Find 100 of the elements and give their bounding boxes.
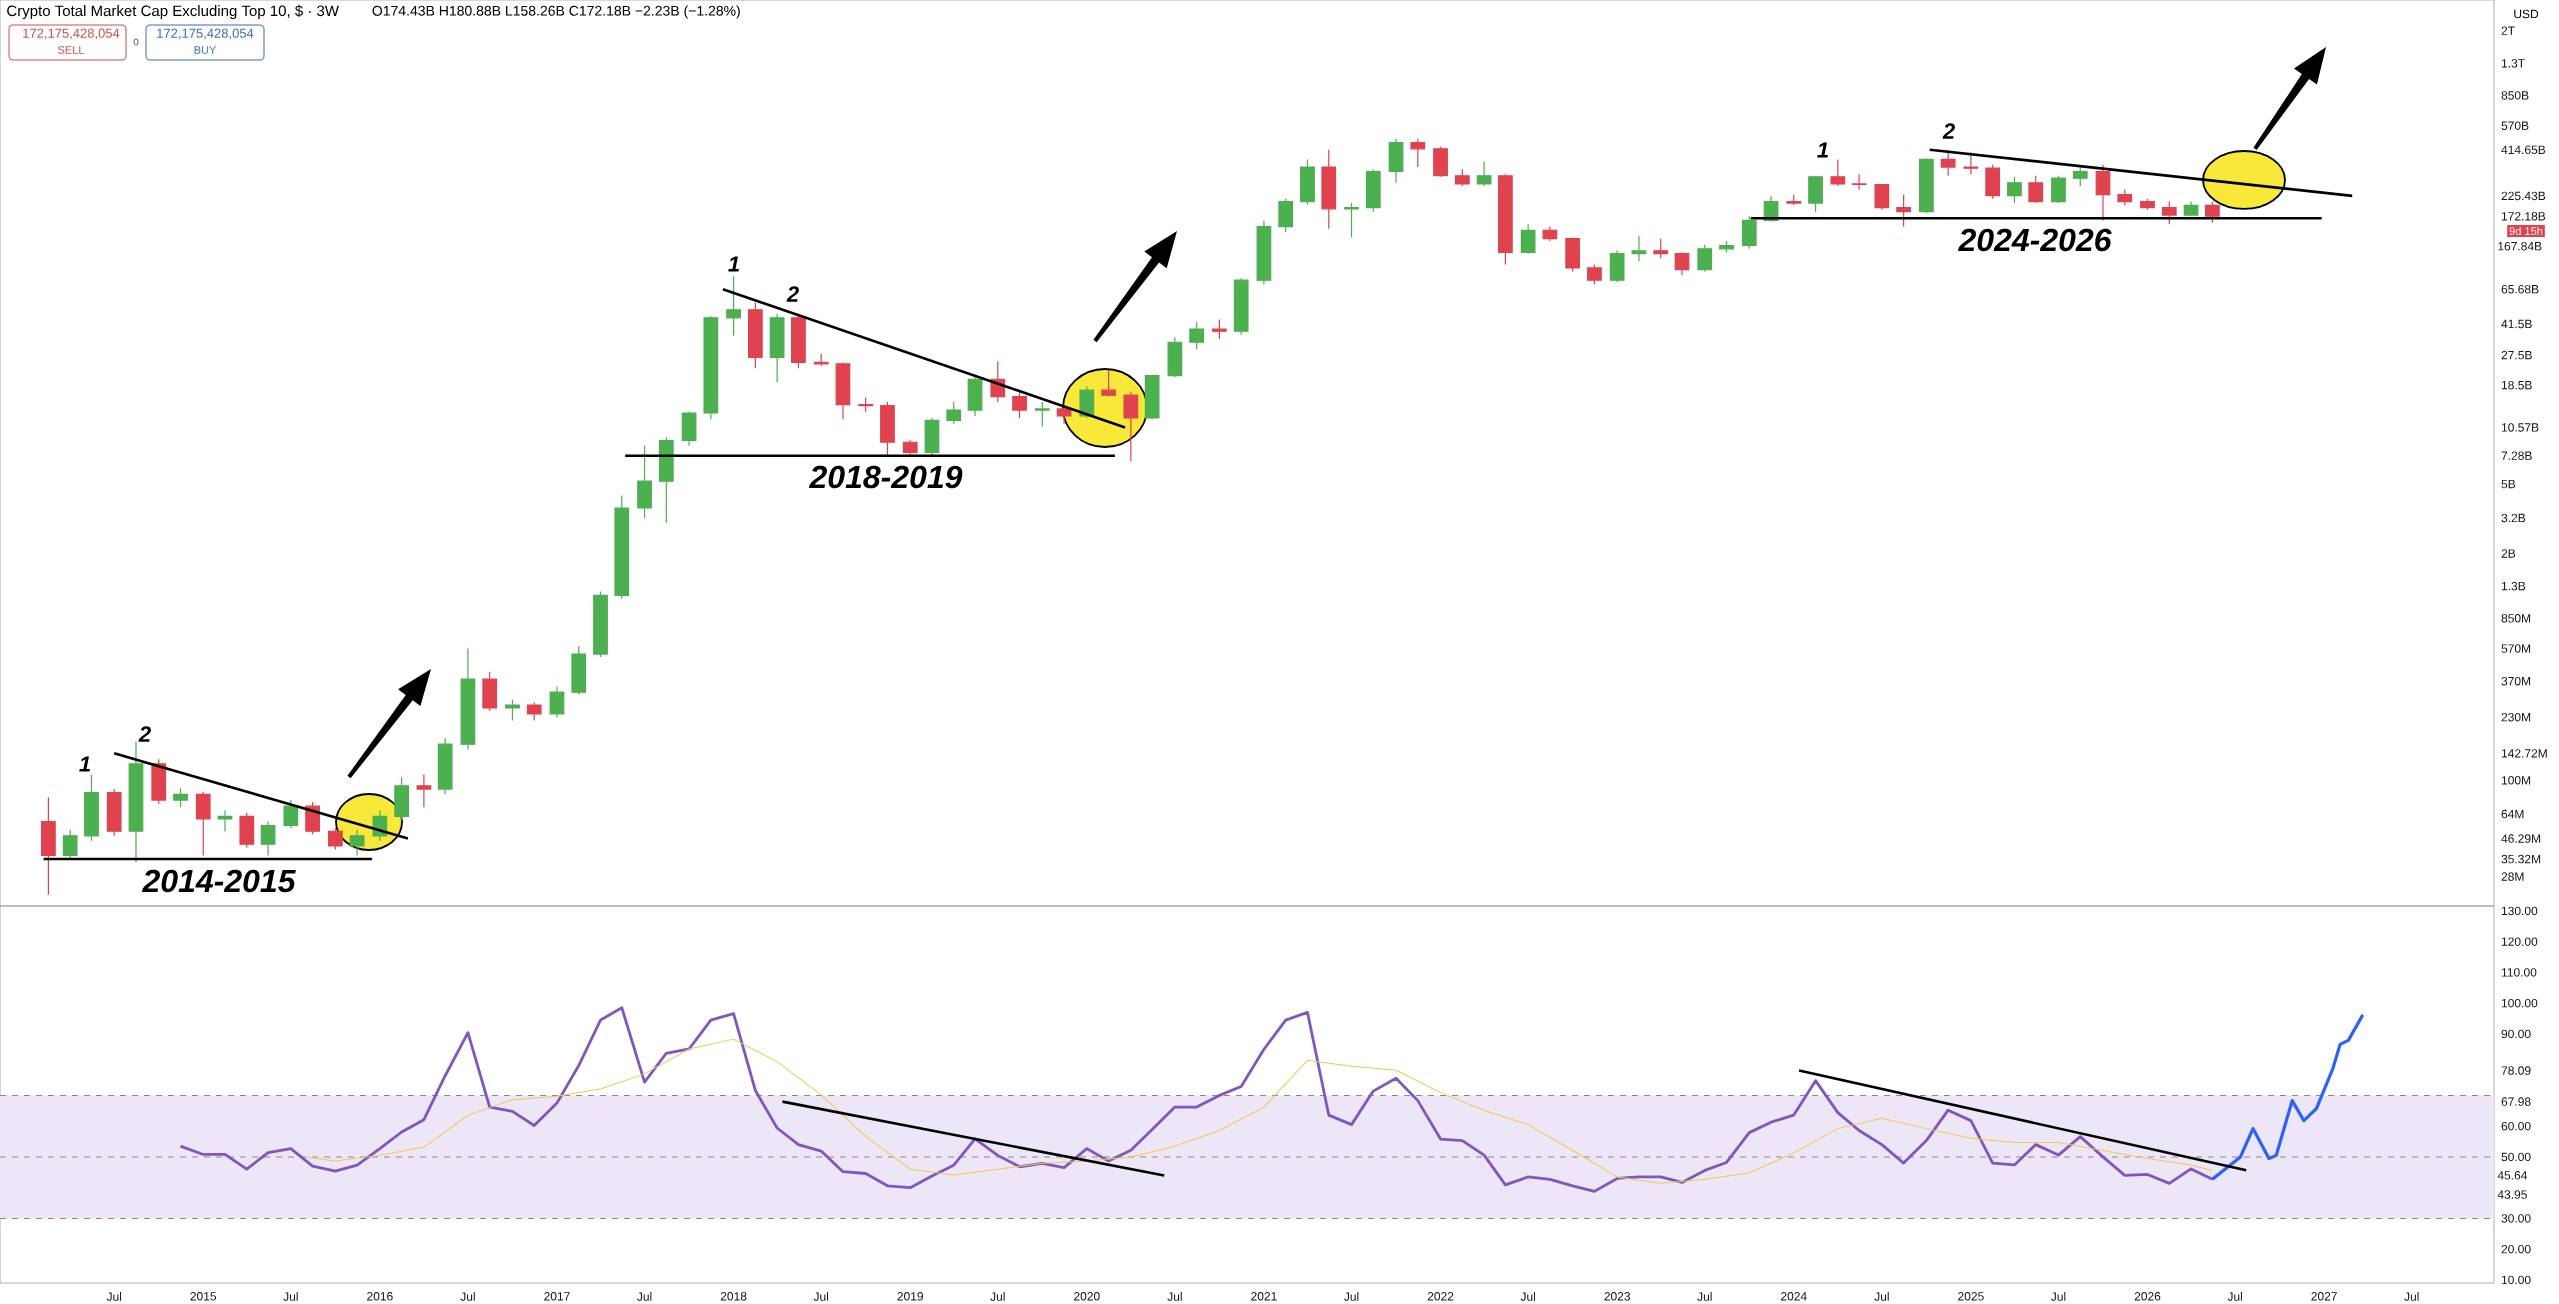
annotation: 1: [79, 756, 90, 772]
line-series: [2210, 1013, 2365, 1181]
candlestick: [835, 361, 851, 420]
x-tick-label: 2022: [1427, 1292, 1454, 1301]
candlestick: [1034, 401, 1050, 428]
candlestick: [416, 773, 432, 808]
y-tick-label: 100M: [2501, 776, 2531, 785]
annotation: 2: [138, 726, 151, 742]
y-tick-label: 230M: [2501, 712, 2531, 722]
candlestick: [1278, 198, 1294, 233]
candlestick: [106, 788, 122, 837]
candlestick: [1498, 173, 1513, 266]
y-tick-label: 850B: [2501, 91, 2529, 100]
candlestick: [1212, 318, 1227, 340]
y-tick-label: 570B: [2501, 121, 2529, 130]
candlestick: [128, 740, 144, 863]
candlestick: [195, 791, 211, 857]
y-tick-label: 60.00: [2501, 1121, 2531, 1131]
y-tick-label: 1.3B: [2501, 581, 2526, 591]
candlestick: [2204, 201, 2220, 224]
candlestick: [84, 773, 99, 842]
candlestick: [1631, 235, 1647, 262]
x-tick-label: 2024: [1781, 1292, 1807, 1301]
y-tick-label: 225.43B: [2501, 191, 2546, 201]
y-tick-label: 142.72M: [2501, 749, 2547, 758]
y-tick-label: 50.00: [2501, 1152, 2531, 1162]
annotation: 2014-2015: [141, 869, 296, 893]
y-tick-label: 110.00: [2501, 968, 2537, 977]
candlestick: [151, 758, 167, 805]
x-tick-label: Jul: [2050, 1292, 2066, 1301]
candlestick: [1653, 238, 1669, 259]
line-series: [179, 1006, 2214, 1193]
candlestick: [1167, 336, 1183, 378]
candlestick: [2161, 201, 2177, 225]
candlestick: [1056, 405, 1072, 425]
candlestick: [1874, 183, 1890, 211]
candlestick: [41, 796, 56, 896]
candlestick: [239, 812, 255, 849]
candlestick: [260, 820, 276, 857]
candlestick: [1233, 277, 1249, 336]
candlestick: [1963, 151, 1979, 175]
candlestick: [1919, 157, 1934, 214]
y-tick-label: 18.5B: [2501, 380, 2532, 390]
candlestick: [703, 315, 719, 420]
candlestick: [1388, 138, 1404, 184]
candlestick: [1079, 385, 1095, 419]
y-tick-label: 120.00: [2501, 937, 2538, 946]
x-tick-label: 2021: [1251, 1292, 1277, 1301]
x-tick-label: Jul: [990, 1292, 1005, 1301]
x-tick-label: 2026: [2134, 1292, 2161, 1301]
candlestick: [1609, 249, 1625, 283]
y-tick-label: 172.18B: [2501, 212, 2546, 221]
candlestick: [1851, 173, 1867, 191]
y-tick-label: 41.5B: [2501, 319, 2532, 329]
y-tick-label: 100.00: [2501, 998, 2538, 1008]
candlestick: [173, 787, 188, 808]
candlestick: [1300, 158, 1315, 206]
y-tick-label: 2B: [2501, 549, 2516, 558]
x-tick-label: Jul: [1520, 1292, 1535, 1301]
candlestick: [327, 827, 343, 851]
y-tick-label: 78.09: [2501, 1066, 2531, 1075]
x-tick-label: 2018: [720, 1292, 747, 1301]
y-tick-label: 20.00: [2501, 1244, 2531, 1254]
x-tick-label: 2020: [1074, 1292, 1100, 1301]
x-tick-label: 2016: [367, 1292, 393, 1301]
x-tick-label: 2017: [544, 1292, 570, 1301]
candlestick: [1985, 164, 2001, 200]
candlestick: [637, 445, 652, 519]
candlestick: [1587, 263, 1602, 285]
y-tick-label: 27.5B: [2501, 350, 2532, 360]
x-tick-label: Jul: [1344, 1292, 1359, 1301]
candlestick: [1144, 374, 1160, 420]
candlestick: [1476, 160, 1492, 187]
candlestick: [614, 494, 630, 600]
candlestick: [2028, 175, 2044, 204]
candlestick: [769, 313, 785, 383]
candlestick: [747, 302, 763, 369]
candlestick: [1101, 369, 1116, 398]
candlestick: [394, 776, 410, 821]
annotation: 2018-2019: [808, 465, 963, 489]
candlestick: [1565, 236, 1581, 273]
annotation: SELL: [58, 46, 85, 54]
x-tick-label: Jul: [1697, 1292, 1712, 1301]
candlestick: [2183, 201, 2199, 217]
candlestick: [2007, 176, 2022, 204]
y-tick-label: 67.98: [2501, 1097, 2531, 1106]
candlestick: [1808, 175, 1823, 213]
x-tick-label: 2025: [1958, 1292, 1984, 1301]
y-tick-label: 3.2B: [2501, 513, 2526, 523]
candlestick: [2117, 188, 2133, 206]
x-tick-label: Jul: [106, 1292, 122, 1301]
candlestick: [1321, 149, 1337, 230]
candlestick: [62, 829, 78, 861]
y-tick-label: 370M: [2501, 676, 2531, 686]
text: 45.64: [2497, 1171, 2528, 1180]
candlestick: [1189, 321, 1205, 350]
annotation: 172,175,428,054: [157, 28, 254, 40]
x-tick-label: Jul: [1167, 1292, 1182, 1301]
annotation: 2: [1942, 123, 1955, 139]
x-tick-label: 2027: [2311, 1292, 2337, 1301]
